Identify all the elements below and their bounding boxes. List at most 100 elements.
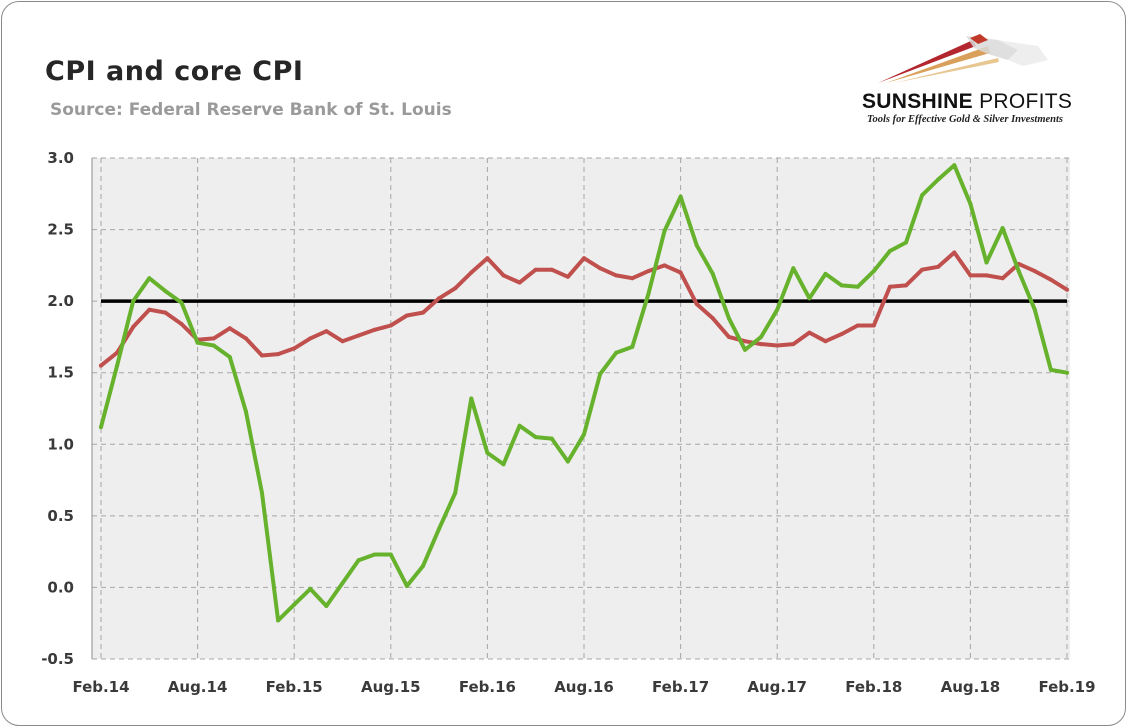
cpi-point-36: [678, 194, 683, 199]
cpi-point-20: [421, 564, 425, 568]
core-cpi-point-50: [904, 283, 908, 288]
cpi-point-52: [936, 177, 941, 182]
core-cpi-point-22: [453, 286, 458, 291]
plot-area: [92, 158, 1070, 659]
cpi-point-35: [662, 229, 667, 233]
core-cpi-point-36: [678, 270, 683, 275]
cpi-point-21: [437, 526, 442, 531]
core-cpi-point-45: [823, 339, 828, 344]
core-cpi-point-49: [887, 284, 892, 289]
cpi-point-44: [807, 296, 812, 301]
cpi-point-22: [453, 491, 458, 495]
core-cpi-point-14: [324, 329, 329, 334]
series-layer: [99, 163, 1069, 623]
x-tick-label: Aug.17: [747, 678, 807, 696]
y-tick-label: 2.5: [47, 221, 74, 239]
cpi-point-1: [115, 363, 120, 368]
core-cpi-point-44: [807, 330, 812, 335]
cpi-point-4: [163, 289, 168, 294]
x-tick-label: Aug.15: [361, 678, 421, 696]
cpi-point-25: [501, 462, 506, 467]
core-cpi-point-51: [920, 267, 925, 272]
cpi-point-8: [227, 355, 232, 359]
core-cpi-points: [99, 250, 1069, 368]
core-cpi-point-43: [791, 342, 796, 347]
core-cpi-point-37: [694, 302, 699, 306]
core-cpi-point-28: [549, 267, 554, 272]
core-cpi-point-3: [147, 307, 152, 312]
core-cpi-point-58: [1032, 269, 1037, 274]
core-cpi-point-27: [533, 267, 538, 272]
cpi-point-31: [598, 372, 603, 377]
core-cpi-point-8: [227, 326, 232, 331]
core-cpi-point-32: [614, 273, 619, 278]
cpi-point-13: [308, 586, 313, 591]
core-cpi-point-48: [871, 323, 876, 328]
core-cpi-point-47: [855, 323, 860, 328]
core-cpi-point-2: [131, 324, 136, 329]
cpi-point-45: [823, 271, 828, 276]
core-cpi-point-25: [501, 273, 506, 278]
core-cpi-point-20: [421, 310, 425, 315]
core-cpi-point-33: [630, 276, 635, 281]
core-cpi-point-52: [936, 264, 941, 269]
logo-wordmark: SUNSHINE PROFITS: [862, 90, 1072, 114]
core-cpi-point-60: [1065, 287, 1069, 292]
core-cpi-point-0: [99, 363, 103, 368]
core-cpi-point-54: [968, 273, 973, 278]
core-cpi-point-29: [565, 274, 570, 279]
core-cpi-point-23: [469, 270, 474, 275]
core-cpi-point-13: [308, 336, 313, 341]
y-tick-label: 2.0: [47, 292, 74, 310]
core-cpi-point-7: [211, 336, 216, 341]
core-cpi-point-38: [710, 316, 715, 321]
x-tick-label: Aug.16: [554, 678, 614, 696]
cpi-point-42: [775, 307, 780, 312]
cpi-point-30: [582, 432, 586, 437]
core-cpi-point-31: [598, 266, 603, 271]
core-cpi-point-39: [726, 334, 731, 339]
cpi-point-49: [887, 249, 892, 253]
core-cpi-point-26: [517, 280, 522, 285]
x-tick-label: Aug.18: [941, 678, 1001, 696]
x-tick-labels: Feb.14 Aug.14 Feb.15 Aug.15 Feb.16 Aug.16 Feb.…: [72, 678, 1095, 696]
y-tick-labels: 3.0 2.5 2.0 1.5 1.0 0.5 0.0 -0.5: [41, 149, 74, 668]
core-cpi-point-19: [404, 313, 409, 318]
core-cpi-point-12: [292, 346, 297, 351]
core-cpi-point-17: [372, 327, 377, 332]
cpi-point-12: [292, 602, 297, 607]
cpi-point-34: [646, 292, 651, 296]
cpi-point-33: [630, 344, 635, 349]
cpi-point-53: [952, 163, 957, 168]
x-tick-label: Aug.14: [168, 678, 228, 696]
core-cpi-point-15: [340, 339, 345, 344]
cpi-point-56: [1000, 226, 1005, 231]
x-tick-label: Feb.16: [459, 678, 516, 696]
cpi-point-58: [1032, 307, 1037, 312]
core-cpi-point-18: [388, 323, 393, 328]
core-cpi-point-4: [163, 310, 168, 315]
cpi-point-41: [759, 334, 764, 339]
cpi-point-28: [549, 436, 554, 441]
cpi-point-37: [694, 243, 699, 248]
core-cpi-point-40: [743, 339, 747, 344]
core-cpi-point-9: [243, 336, 248, 341]
core-cpi-point-24: [485, 256, 490, 261]
cpi-point-54: [968, 201, 973, 206]
cpi-point-18: [388, 552, 393, 557]
y-tick-label: 0.0: [47, 578, 74, 596]
core-cpi-point-10: [260, 353, 264, 358]
cpi-point-50: [904, 240, 908, 245]
cpi-point-26: [517, 423, 522, 428]
sunshine-profits-logo-icon: [878, 34, 1048, 83]
cpi-point-48: [871, 269, 876, 274]
cpi-point-40: [743, 347, 747, 352]
cpi-point-60: [1065, 370, 1069, 375]
cpi-point-24: [485, 450, 490, 455]
core-cpi-point-34: [646, 269, 651, 274]
cpi-point-10: [260, 491, 264, 495]
cpi-point-43: [791, 266, 796, 271]
cpi-point-32: [614, 350, 619, 355]
cpi-point-55: [984, 260, 989, 265]
